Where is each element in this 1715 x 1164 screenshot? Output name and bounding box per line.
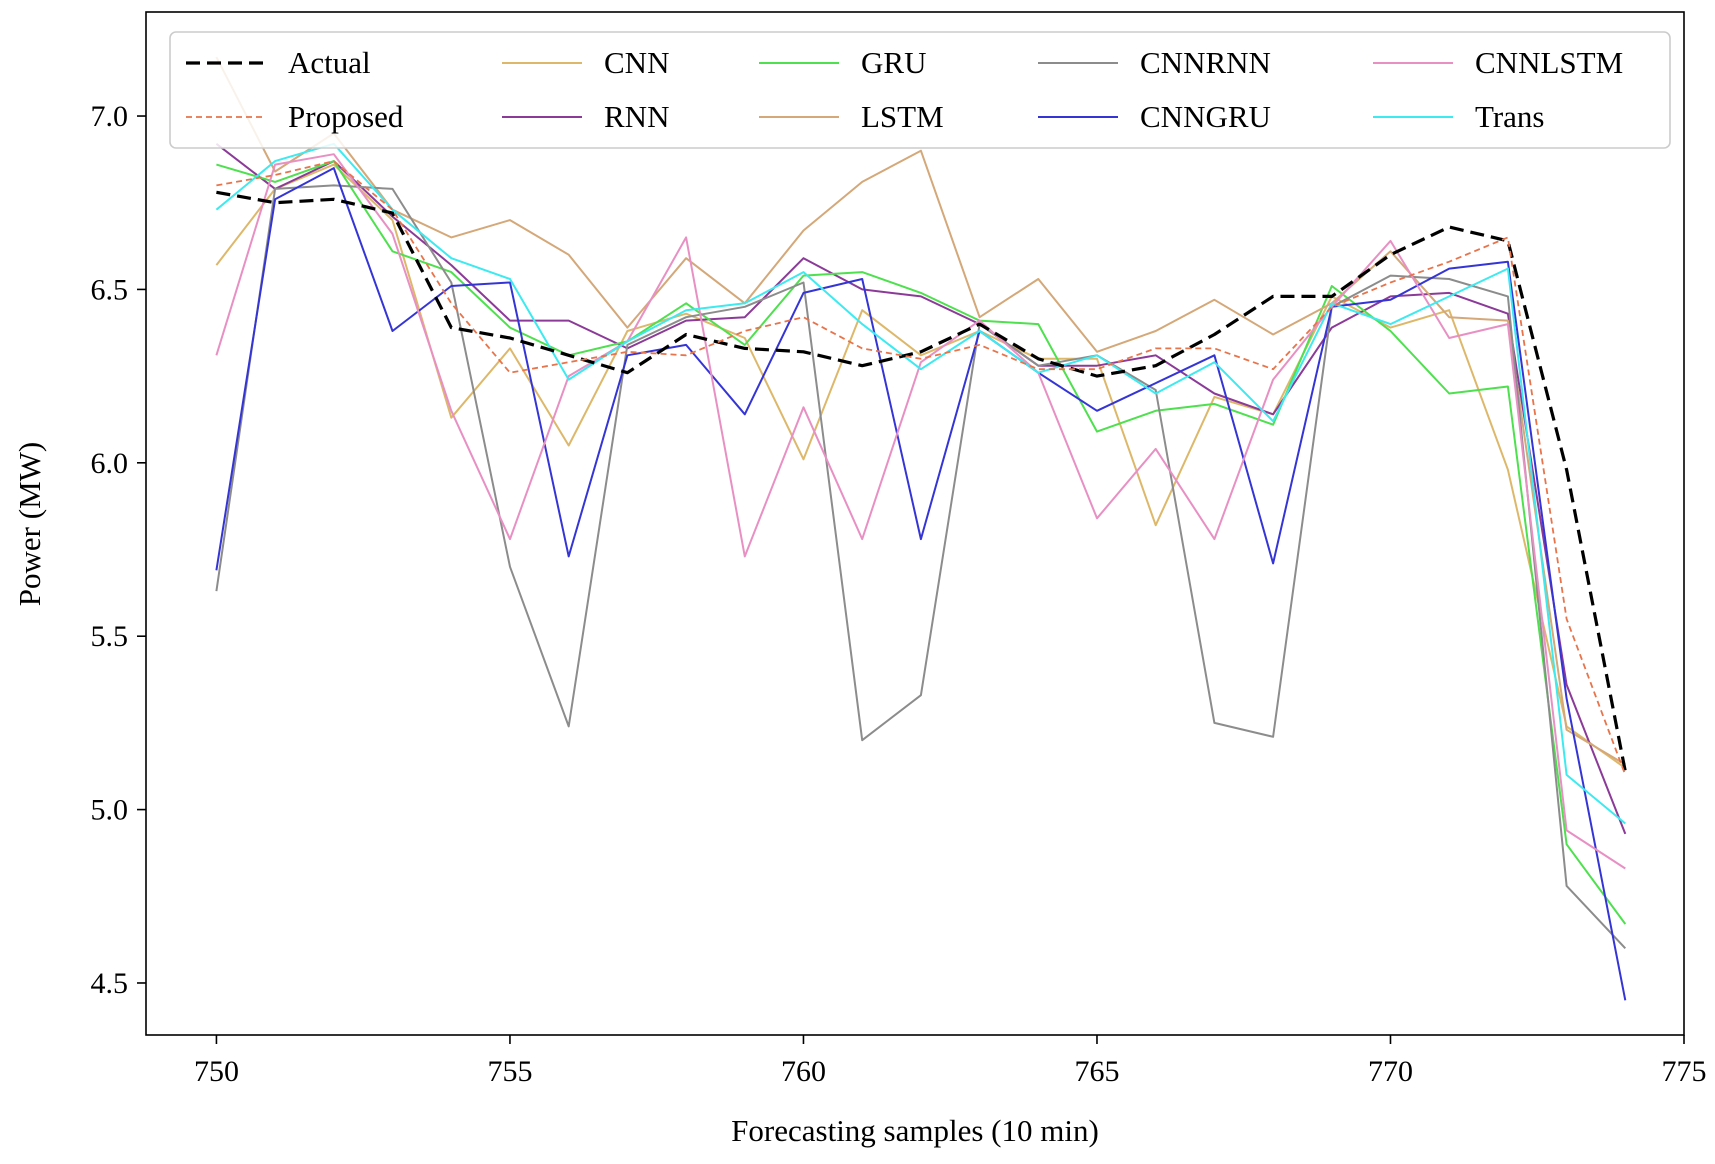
series-line-rnn xyxy=(215,143,1627,835)
series-line-cnnrnn xyxy=(215,184,1627,949)
y-tick-label: 5.5 xyxy=(91,620,129,653)
series-lines xyxy=(215,56,1627,1001)
x-tick-label: 750 xyxy=(194,1055,239,1088)
series-line-cnn xyxy=(215,163,1626,769)
legend-label-cnnrnn: CNNRNN xyxy=(1140,45,1271,80)
legend-label-gru: GRU xyxy=(861,45,926,80)
y-axis-ticks: 4.5 5.0 5.5 6.0 6.5 7.0 xyxy=(91,100,146,1000)
legend-label-lstm: LSTM xyxy=(861,99,944,134)
series-line-gru xyxy=(216,160,1627,925)
x-axis-label: Forecasting samples (10 min) xyxy=(731,1113,1099,1148)
legend-items: ActualProposedCNNRNNGRULSTMCNNRNNCNNGRUC… xyxy=(186,45,1623,134)
x-tick-label: 755 xyxy=(487,1055,532,1088)
series-line-cnngru xyxy=(215,167,1627,1001)
legend: ActualProposedCNNRNNGRULSTMCNNRNNCNNGRUC… xyxy=(169,31,1671,149)
y-axis-label: Power (MW) xyxy=(12,442,47,606)
series-line-lstm xyxy=(215,56,1626,766)
y-tick-label: 6.0 xyxy=(91,447,129,480)
legend-box xyxy=(169,31,1671,149)
legend-label-cnngru: CNNGRU xyxy=(1140,99,1271,134)
series-line-actual xyxy=(216,190,1627,772)
series-line-proposed xyxy=(216,160,1627,776)
legend-label-trans: Trans xyxy=(1475,99,1545,134)
y-tick-label: 7.0 xyxy=(91,100,129,133)
legend-label-cnn: CNN xyxy=(604,45,669,80)
series-line-cnnlstm xyxy=(215,153,1626,870)
y-tick-label: 6.5 xyxy=(91,273,129,306)
legend-label-proposed: Proposed xyxy=(288,99,404,134)
legend-label-actual: Actual xyxy=(288,45,371,80)
x-tick-label: 760 xyxy=(781,1055,826,1088)
series-line-trans xyxy=(215,142,1626,825)
plot-area-frame xyxy=(145,11,1685,1036)
legend-label-rnn: RNN xyxy=(604,99,669,134)
x-tick-label: 765 xyxy=(1074,1055,1119,1088)
x-tick-label: 770 xyxy=(1368,1055,1413,1088)
legend-label-cnnlstm: CNNLSTM xyxy=(1475,45,1623,80)
x-axis-ticks: 750 755 760 765 770 775 xyxy=(194,1035,1707,1088)
x-tick-label: 775 xyxy=(1662,1055,1707,1088)
y-tick-label: 5.0 xyxy=(91,794,129,827)
y-tick-label: 4.5 xyxy=(91,967,129,1000)
